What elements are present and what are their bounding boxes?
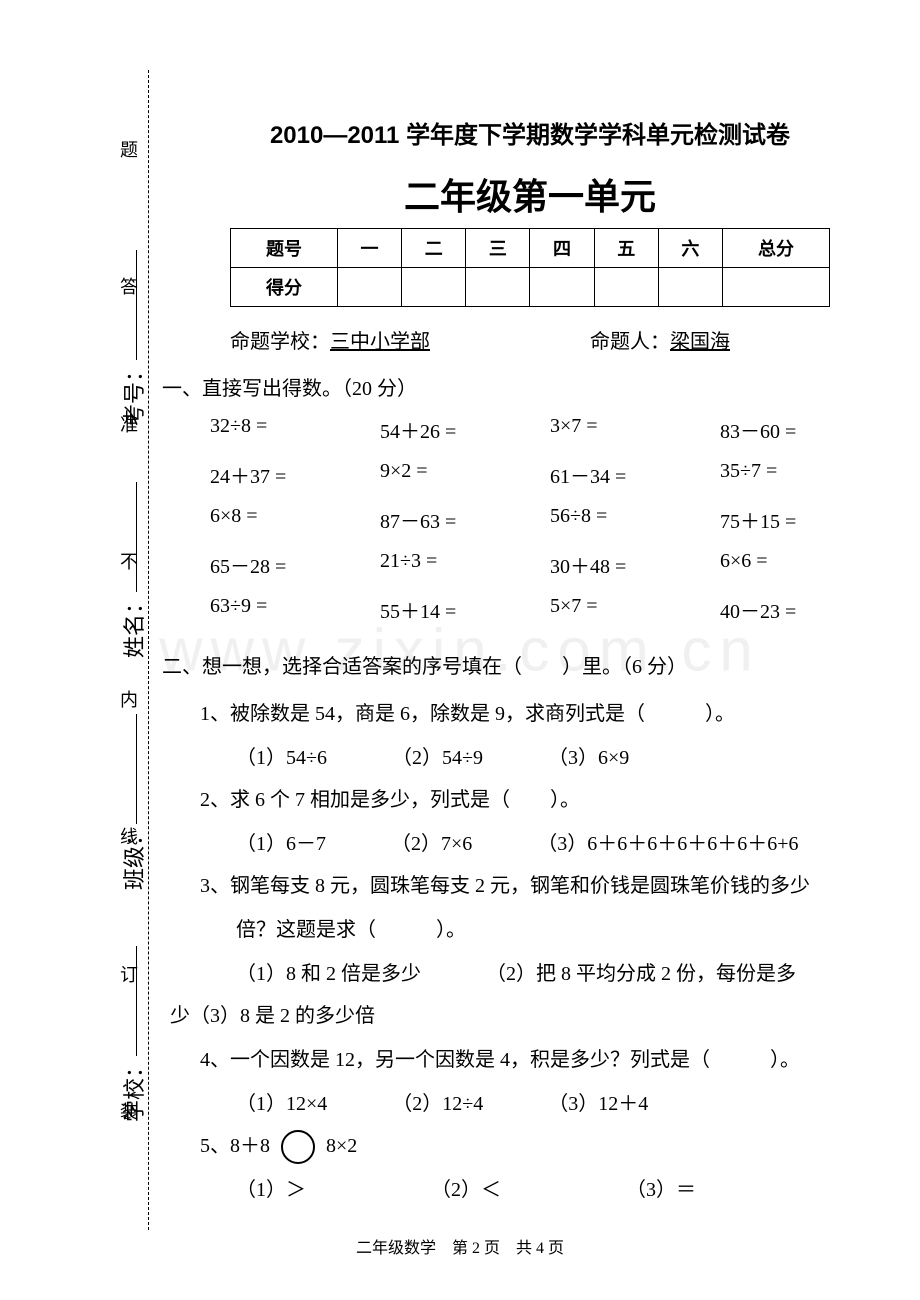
exam-title-line2: 二年级第一单元 bbox=[170, 168, 890, 220]
arithmetic-grid: 32÷8 = 54＋26 = 3×7 = 83－60 = 24＋37 = 9×2… bbox=[170, 415, 890, 624]
score-row-label: 得分 bbox=[231, 268, 338, 307]
score-cell bbox=[658, 268, 722, 307]
meta-line: 命题学校：三中小学部 命题人：梁国海 bbox=[170, 325, 890, 354]
q2-text: 2、求 6 个 7 相加是多少，列式是（ ）。 bbox=[200, 779, 890, 821]
q1-opt3: （3）6×9 bbox=[548, 737, 629, 779]
q4-opt2: （2）12÷4 bbox=[392, 1083, 483, 1125]
q5-text: 5、8＋8 8×2 bbox=[200, 1125, 890, 1167]
q4-text: 4、一个因数是 12，另一个因数是 4，积是多少？列式是（ ）。 bbox=[200, 1039, 890, 1081]
q5-opt2: （2）＜ bbox=[431, 1169, 501, 1211]
arith-item: 40－23 = bbox=[720, 595, 890, 624]
arith-item: 75＋15 = bbox=[720, 505, 890, 534]
q3-text-a: 3、钢笔每支 8 元，圆珠笔每支 2 元，钢笔和价钱是圆珠笔价钱的多少 bbox=[200, 865, 890, 907]
q3-options-line1: （1）8 和 2 倍是多少 （2）把 8 平均分成 2 份，每份是多 bbox=[200, 953, 890, 995]
class-field: 班级： bbox=[117, 714, 149, 890]
arith-item: 35÷7 = bbox=[720, 460, 890, 489]
questions-block: 1、被除数是 54，商是 6，除数是 9，求商列式是（ ）。 （1）54÷6 （… bbox=[170, 693, 890, 1211]
q5-opt1: （1）＞ bbox=[236, 1169, 306, 1211]
meta-author-value: 梁国海 bbox=[670, 331, 730, 353]
q2-options: （1）6－7 （2）7×6 （3）6＋6＋6＋6＋6＋6＋6+6 bbox=[200, 823, 890, 865]
arith-item: 61－34 = bbox=[550, 460, 720, 489]
arith-item: 83－60 = bbox=[720, 415, 890, 444]
school-field: 学校： bbox=[117, 946, 149, 1122]
name-field: 姓名： bbox=[117, 482, 149, 658]
meta-author-label: 命题人： bbox=[590, 331, 670, 353]
arith-item: 9×2 = bbox=[380, 460, 550, 489]
arith-item: 3×7 = bbox=[550, 415, 720, 444]
score-header: 一 bbox=[337, 229, 401, 268]
arith-item: 63÷9 = bbox=[210, 595, 380, 624]
q5-options: （1）＞ （2）＜ （3）＝ bbox=[200, 1169, 890, 1211]
q5-opt3: （3）＝ bbox=[626, 1169, 696, 1211]
arith-item: 24＋37 = bbox=[210, 460, 380, 489]
q2-opt1: （1）6－7 bbox=[236, 823, 326, 865]
q1-opt2: （2）54÷9 bbox=[392, 737, 483, 779]
arith-item: 5×7 = bbox=[550, 595, 720, 624]
q2-opt3: （3）6＋6＋6＋6＋6＋6＋6+6 bbox=[537, 823, 798, 865]
comparison-circle bbox=[281, 1130, 315, 1164]
score-header: 五 bbox=[594, 229, 658, 268]
q4-opt1: （1）12×4 bbox=[236, 1083, 327, 1125]
q1-text: 1、被除数是 54，商是 6，除数是 9，求商列式是（ ）。 bbox=[200, 693, 890, 735]
q1-opt1: （1）54÷6 bbox=[236, 737, 327, 779]
q1-options: （1）54÷6 （2）54÷9 （3）6×9 bbox=[200, 737, 890, 779]
arith-item: 21÷3 = bbox=[380, 550, 550, 579]
score-header: 四 bbox=[530, 229, 594, 268]
meta-school-value: 三中小学部 bbox=[330, 331, 430, 353]
arith-item: 55＋14 = bbox=[380, 595, 550, 624]
score-cell bbox=[722, 268, 829, 307]
meta-school-label: 命题学校： bbox=[230, 331, 330, 353]
q3-opt2: （2）把 8 平均分成 2 份，每份是多 bbox=[486, 953, 796, 995]
section1-heading: 一、直接写出得数。（20 分） bbox=[162, 372, 890, 401]
q4-options: （1）12×4 （2）12÷4 （3）12＋4 bbox=[200, 1083, 890, 1125]
arith-item: 6×6 = bbox=[720, 550, 890, 579]
score-header: 总分 bbox=[722, 229, 829, 268]
section2-heading: 二、想一想，选择合适答案的序号填在（ ）里。（6 分） bbox=[162, 650, 890, 679]
arith-item: 6×8 = bbox=[210, 505, 380, 534]
exam-no-field: 考号： bbox=[117, 250, 149, 426]
arith-item: 65－28 = bbox=[210, 550, 380, 579]
q4-opt3: （3）12＋4 bbox=[548, 1083, 648, 1125]
score-table: 题号 一 二 三 四 五 六 总分 得分 bbox=[230, 228, 830, 307]
arith-item: 87－63 = bbox=[380, 505, 550, 534]
q3-opt1: （1）8 和 2 倍是多少 bbox=[236, 953, 421, 995]
arith-item: 56÷8 = bbox=[550, 505, 720, 534]
arith-item: 54＋26 = bbox=[380, 415, 550, 444]
main-content: 2010—2011 学年度下学期数学学科单元检测试卷 二年级第一单元 题号 一 … bbox=[170, 115, 890, 1211]
score-header: 三 bbox=[466, 229, 530, 268]
score-header: 六 bbox=[658, 229, 722, 268]
q2-opt2: （2）7×6 bbox=[391, 823, 472, 865]
q3-opt3-line: 少（3）8 是 2 的多少倍 bbox=[170, 995, 890, 1037]
score-cell bbox=[594, 268, 658, 307]
score-cell bbox=[530, 268, 594, 307]
exam-title-line1: 2010—2011 学年度下学期数学学科单元检测试卷 bbox=[170, 115, 890, 150]
page-footer: 二年级数学 第 2 页 共 4 页 bbox=[0, 1234, 920, 1258]
score-cell bbox=[337, 268, 401, 307]
score-cell bbox=[466, 268, 530, 307]
score-header: 二 bbox=[402, 229, 466, 268]
q3-text-b: 倍？这题是求（ ）。 bbox=[200, 909, 890, 951]
score-cell bbox=[402, 268, 466, 307]
arith-item: 32÷8 = bbox=[210, 415, 380, 444]
q5-suffix: 8×2 bbox=[326, 1135, 357, 1157]
q5-prefix: 5、8＋8 bbox=[200, 1135, 270, 1157]
score-header: 题号 bbox=[231, 229, 338, 268]
arith-item: 30＋48 = bbox=[550, 550, 720, 579]
